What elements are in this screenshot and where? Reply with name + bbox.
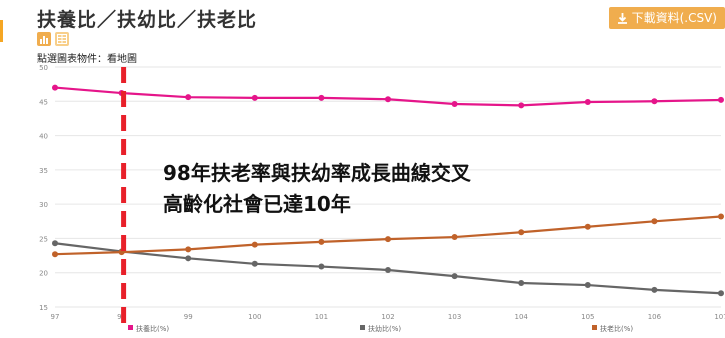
data-point: [185, 255, 192, 262]
data-point: [718, 213, 724, 220]
annotation-line-1: 98年扶老率與扶幼率成長曲線交叉: [163, 161, 471, 185]
data-point: [185, 94, 192, 101]
bar-chart-icon: [40, 36, 48, 44]
data-point: [318, 238, 325, 245]
data-point: [718, 290, 724, 297]
data-point: [584, 98, 591, 105]
table-icon: [57, 34, 67, 44]
download-csv-label: 下載資料(.CSV): [631, 11, 717, 25]
data-point: [52, 240, 58, 247]
download-csv-button[interactable]: 下載資料(.CSV): [608, 7, 725, 29]
section-accent-bar: [0, 20, 3, 42]
data-point: [52, 251, 58, 258]
y-tick-label: 50: [39, 64, 48, 72]
y-tick-label: 20: [39, 270, 48, 278]
data-point: [651, 98, 658, 105]
data-point: [318, 94, 325, 101]
table-view-button[interactable]: [55, 32, 69, 46]
chart-view-button[interactable]: [37, 32, 51, 46]
data-point: [584, 282, 591, 289]
x-tick-label: 101: [315, 313, 328, 321]
y-tick-label: 15: [39, 304, 48, 312]
series-line: [54, 215, 722, 256]
data-point: [451, 101, 458, 108]
data-point: [185, 246, 192, 253]
data-point: [251, 260, 258, 267]
data-point: [651, 286, 658, 293]
legend-label: 扶幼比(%): [368, 324, 401, 333]
data-point: [518, 229, 525, 236]
data-point: [518, 102, 525, 109]
y-tick-label: 45: [39, 98, 48, 106]
x-tick-label: 102: [381, 313, 394, 321]
data-point: [385, 236, 391, 243]
legend-swatch: [128, 325, 133, 330]
y-tick-label: 35: [39, 167, 48, 175]
x-tick-label: 99: [184, 313, 193, 321]
page-title: 扶養比／扶幼比／扶老比: [37, 9, 258, 31]
data-point: [385, 96, 391, 103]
data-point: [584, 223, 591, 230]
legend-label: 扶老比(%): [600, 324, 633, 333]
x-tick-label: 103: [448, 313, 461, 321]
data-point: [651, 218, 658, 225]
x-tick-label: 100: [248, 313, 261, 321]
data-point: [518, 280, 525, 286]
x-tick-label: 107: [714, 313, 725, 321]
annotation-line-2: 高齡化社會已達10年: [163, 192, 351, 216]
data-point: [451, 273, 458, 280]
data-point: [718, 96, 724, 103]
download-icon: [617, 12, 627, 24]
x-tick-label: 106: [648, 313, 662, 321]
data-point: [251, 94, 258, 101]
y-tick-label: 30: [39, 201, 48, 209]
data-point: [385, 266, 391, 273]
data-point: [52, 84, 58, 91]
legend-swatch: [360, 325, 365, 330]
x-tick-label: 97: [51, 313, 60, 321]
y-tick-label: 25: [39, 235, 48, 243]
map-hint-text: 點選圖表物件：看地圖: [37, 54, 137, 65]
data-point: [318, 263, 325, 270]
legend-label: 扶養比(%): [136, 324, 169, 333]
legend-swatch: [592, 325, 597, 330]
x-tick-label: 104: [515, 313, 529, 321]
y-tick-label: 40: [39, 133, 48, 141]
data-point: [451, 234, 458, 241]
data-point: [251, 241, 258, 248]
x-tick-label: 105: [581, 313, 594, 321]
